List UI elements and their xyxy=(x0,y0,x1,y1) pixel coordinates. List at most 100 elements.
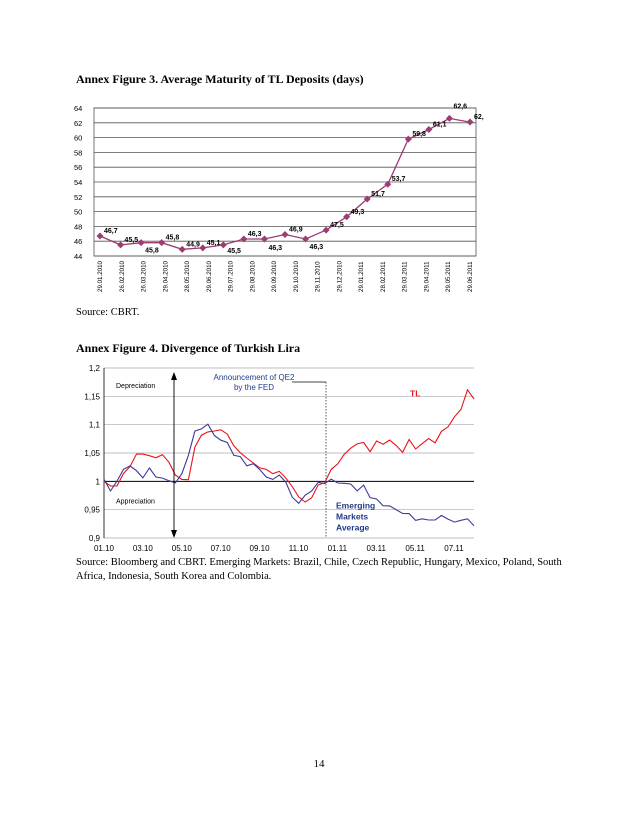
y-tick-label: 1,15 xyxy=(84,392,100,401)
data-point-marker xyxy=(96,232,104,240)
data-point-marker xyxy=(260,235,268,243)
divergence-line-chart: 0,9 0,95 1 1,05 1,1 1,15 1,2 01.10 03.10 05.10 07.… xyxy=(84,364,475,553)
data-label: 47,5 xyxy=(330,222,344,229)
x-tick-label: 05.11 xyxy=(405,544,425,553)
y-tick-label: 1 xyxy=(96,477,101,486)
data-point-marker xyxy=(178,245,186,253)
x-tick-label: 26.03.2010 xyxy=(141,260,148,292)
x-tick-label: 29.03.2011 xyxy=(402,261,409,292)
emerging-series-label: Average xyxy=(336,523,370,533)
data-label: 46,9 xyxy=(289,227,303,234)
data-point-marker xyxy=(322,226,330,234)
data-point-marker xyxy=(425,125,433,133)
figure4-source: Source: Bloomberg and CBRT. Emerging Mar… xyxy=(76,557,562,582)
y-tick-label: 1,2 xyxy=(89,364,101,373)
data-label: 44,9 xyxy=(186,241,200,248)
series-line-tl xyxy=(103,388,475,503)
figure3-source: Source: CBRT. xyxy=(76,307,140,318)
x-tick-label: 29.04.2011 xyxy=(423,261,430,292)
x-tick-label: 07.11 xyxy=(444,544,464,553)
x-tick-label: 29.01.2010 xyxy=(97,260,104,292)
data-point-marker xyxy=(466,118,474,126)
x-tick-label: 29.12.2010 xyxy=(336,260,343,292)
data-label: 59,8 xyxy=(412,131,426,138)
x-tick-label: 26.02.2010 xyxy=(119,260,126,292)
data-label: 62,6 xyxy=(453,103,467,110)
page-number: 14 xyxy=(313,758,325,770)
figure3-title: Annex Figure 3. Average Maturity of TL D… xyxy=(76,72,364,86)
data-point-marker xyxy=(445,114,453,122)
data-point-marker xyxy=(363,195,371,203)
x-tick-label: 29.04.2010 xyxy=(162,260,169,292)
data-point-marker xyxy=(343,213,351,221)
data-point-marker xyxy=(240,235,248,243)
x-tick-label: 29.11.2010 xyxy=(315,261,322,292)
x-tick-label: 29.09.2010 xyxy=(271,260,278,292)
y-tick-label: 0,95 xyxy=(84,506,100,515)
x-tick-label: 03.11 xyxy=(367,544,387,553)
data-point-marker xyxy=(404,135,412,143)
data-point-marker xyxy=(117,241,125,249)
emerging-series-label: Markets xyxy=(336,512,368,522)
x-tick-label: 29.07.2010 xyxy=(228,260,235,292)
qe2-label-line2: by the FED xyxy=(234,383,274,392)
data-point-marker xyxy=(137,239,145,247)
depreciation-label: Depreciation xyxy=(116,383,155,390)
x-tick-label: 28.02.2011 xyxy=(380,261,387,292)
y-tick-label: 52 xyxy=(74,193,82,202)
data-label: 51,7 xyxy=(371,191,385,198)
x-tick-label: 07.10 xyxy=(211,544,232,553)
figure4-chart: 0,9 0,95 1 1,05 1,1 1,15 1,2 01.10 03.10 05.10 07.… xyxy=(64,358,494,559)
x-tick-label: 29.05.2011 xyxy=(445,261,452,292)
tl-series-label: TL xyxy=(410,388,420,398)
y-tick-label: 1,05 xyxy=(84,449,100,458)
data-point-marker xyxy=(302,235,310,243)
x-tick-label: 03.10 xyxy=(133,544,154,553)
data-label: 45,8 xyxy=(145,248,159,255)
emerging-series-label: Emerging xyxy=(336,501,375,511)
x-tick-label: 29.10.2010 xyxy=(293,260,300,292)
x-tick-label: 01.10 xyxy=(94,544,115,553)
arrow-head-up xyxy=(171,372,177,380)
x-tick-label: 29.08.2010 xyxy=(249,260,256,292)
y-tick-label: 44 xyxy=(74,252,82,261)
x-tick-label: 05.10 xyxy=(172,544,193,553)
x-tick-label: 29.06.2010 xyxy=(206,260,213,292)
y-tick-label: 56 xyxy=(74,163,82,172)
figure4-title: Annex Figure 4. Divergence of Turkish Li… xyxy=(76,341,301,355)
data-label: 46,3 xyxy=(248,231,262,238)
data-label: 61,1 xyxy=(433,121,447,128)
data-point-marker xyxy=(281,231,289,239)
data-point-marker xyxy=(219,241,227,249)
data-point-marker xyxy=(158,239,166,247)
data-label: 46,3 xyxy=(268,245,282,252)
y-tick-label: 1,1 xyxy=(89,421,101,430)
data-label: 53,7 xyxy=(392,176,406,183)
x-tick-label: 29.06.2011 xyxy=(467,261,474,292)
data-label: 49,3 xyxy=(351,209,365,216)
y-tick-label: 58 xyxy=(74,148,82,157)
series-line-emerging xyxy=(103,423,475,527)
plot-frame xyxy=(93,107,477,257)
appreciation-label: Appreciation xyxy=(116,498,155,505)
data-point-marker xyxy=(199,244,207,252)
data-point-marker xyxy=(384,180,392,188)
y-tick-label: 64 xyxy=(74,104,82,113)
data-label: 45,1 xyxy=(207,240,221,247)
data-label: 46,7 xyxy=(104,228,118,235)
figure3-chart: 44 46 48 50 52 54 56 58 60 62 64 29.01.2010 26.02.20… xyxy=(64,96,488,311)
x-tick-label: 01.11 xyxy=(328,544,348,553)
y-tick-label: 48 xyxy=(74,222,82,231)
data-label: 62,1 xyxy=(474,114,484,121)
y-tick-label: 62 xyxy=(74,119,82,128)
data-label: 45,5 xyxy=(227,248,241,255)
x-tick-label: 29.01.2011 xyxy=(358,261,365,292)
data-label: 46,3 xyxy=(310,244,324,251)
arrow-head-down xyxy=(171,530,177,538)
data-label: 45,8 xyxy=(166,235,180,242)
x-tick-label: 28.05.2010 xyxy=(184,260,191,292)
y-tick-label: 50 xyxy=(74,208,82,217)
y-tick-label: 46 xyxy=(74,237,82,246)
qe2-label-line1: Announcement of QE2 xyxy=(214,373,295,382)
data-label: 45,5 xyxy=(125,237,139,244)
